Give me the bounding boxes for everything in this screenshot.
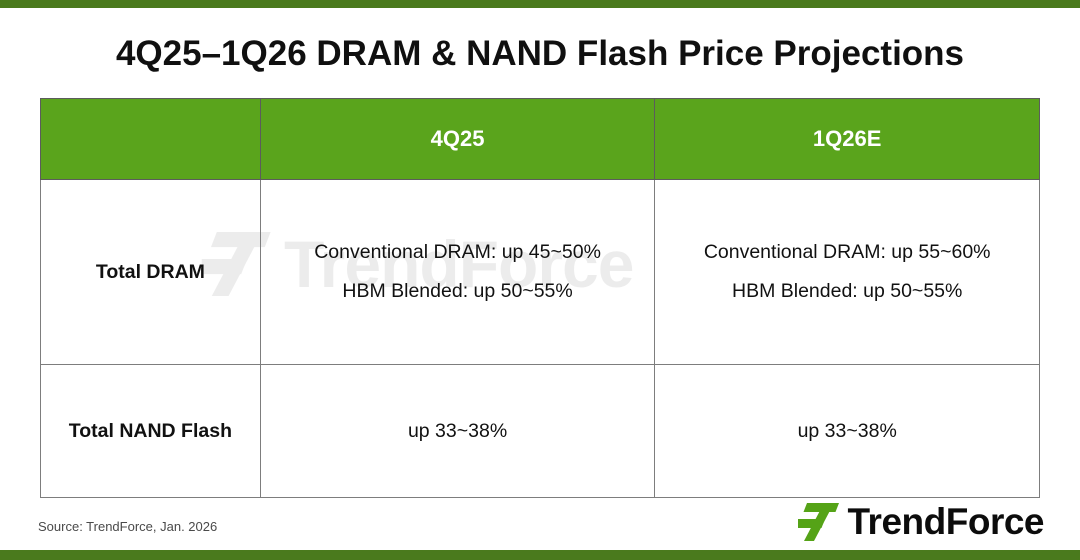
cell-line-hbm-blended: HBM Blended: up 50~55% [342, 280, 573, 302]
trendforce-logo: TrendForce [797, 500, 1045, 544]
row-label-total-nand-flash: Total NAND Flash [40, 364, 261, 498]
cell-nand-1q26e: up 33~38% [654, 364, 1040, 498]
header-cell-1q26e: 1Q26E [654, 98, 1040, 180]
bottom-accent-bar [0, 550, 1080, 560]
trendforce-logo-text: TrendForce [847, 501, 1045, 542]
top-accent-bar [0, 0, 1080, 8]
trendforce-logo-icon [797, 503, 839, 541]
cell-dram-1q26e: Conventional DRAM: up 55~60% HBM Blended… [654, 179, 1040, 365]
price-projection-table-container: TrendForce 4Q25 1Q26E Total DRAM Convent… [40, 98, 1040, 498]
page-title: 4Q25–1Q26 DRAM & NAND Flash Price Projec… [115, 34, 965, 73]
table-header-row: 4Q25 1Q26E [40, 98, 1040, 180]
cell-nand-4q25: up 33~38% [259, 364, 656, 498]
source-note: Source: TrendForce, Jan. 2026 [38, 519, 218, 534]
cell-line-conventional-dram: Conventional DRAM: up 55~60% [703, 240, 991, 263]
cell-line-conventional-dram: Conventional DRAM: up 45~50% [314, 240, 601, 263]
table-row-total-nand-flash: Total NAND Flash up 33~38% up 33~38% [40, 364, 1040, 498]
header-cell-4q25: 4Q25 [259, 98, 656, 180]
price-table: 4Q25 1Q26E Total DRAM Conventional DRAM:… [40, 98, 1040, 498]
cell-line-hbm-blended: HBM Blended: up 50~55% [731, 280, 963, 302]
cell-dram-4q25: Conventional DRAM: up 45~50% HBM Blended… [259, 179, 656, 365]
header-cell-empty [40, 98, 261, 180]
row-label-total-dram: Total DRAM [40, 179, 261, 365]
table-row-total-dram: Total DRAM Conventional DRAM: up 45~50% … [40, 179, 1040, 365]
